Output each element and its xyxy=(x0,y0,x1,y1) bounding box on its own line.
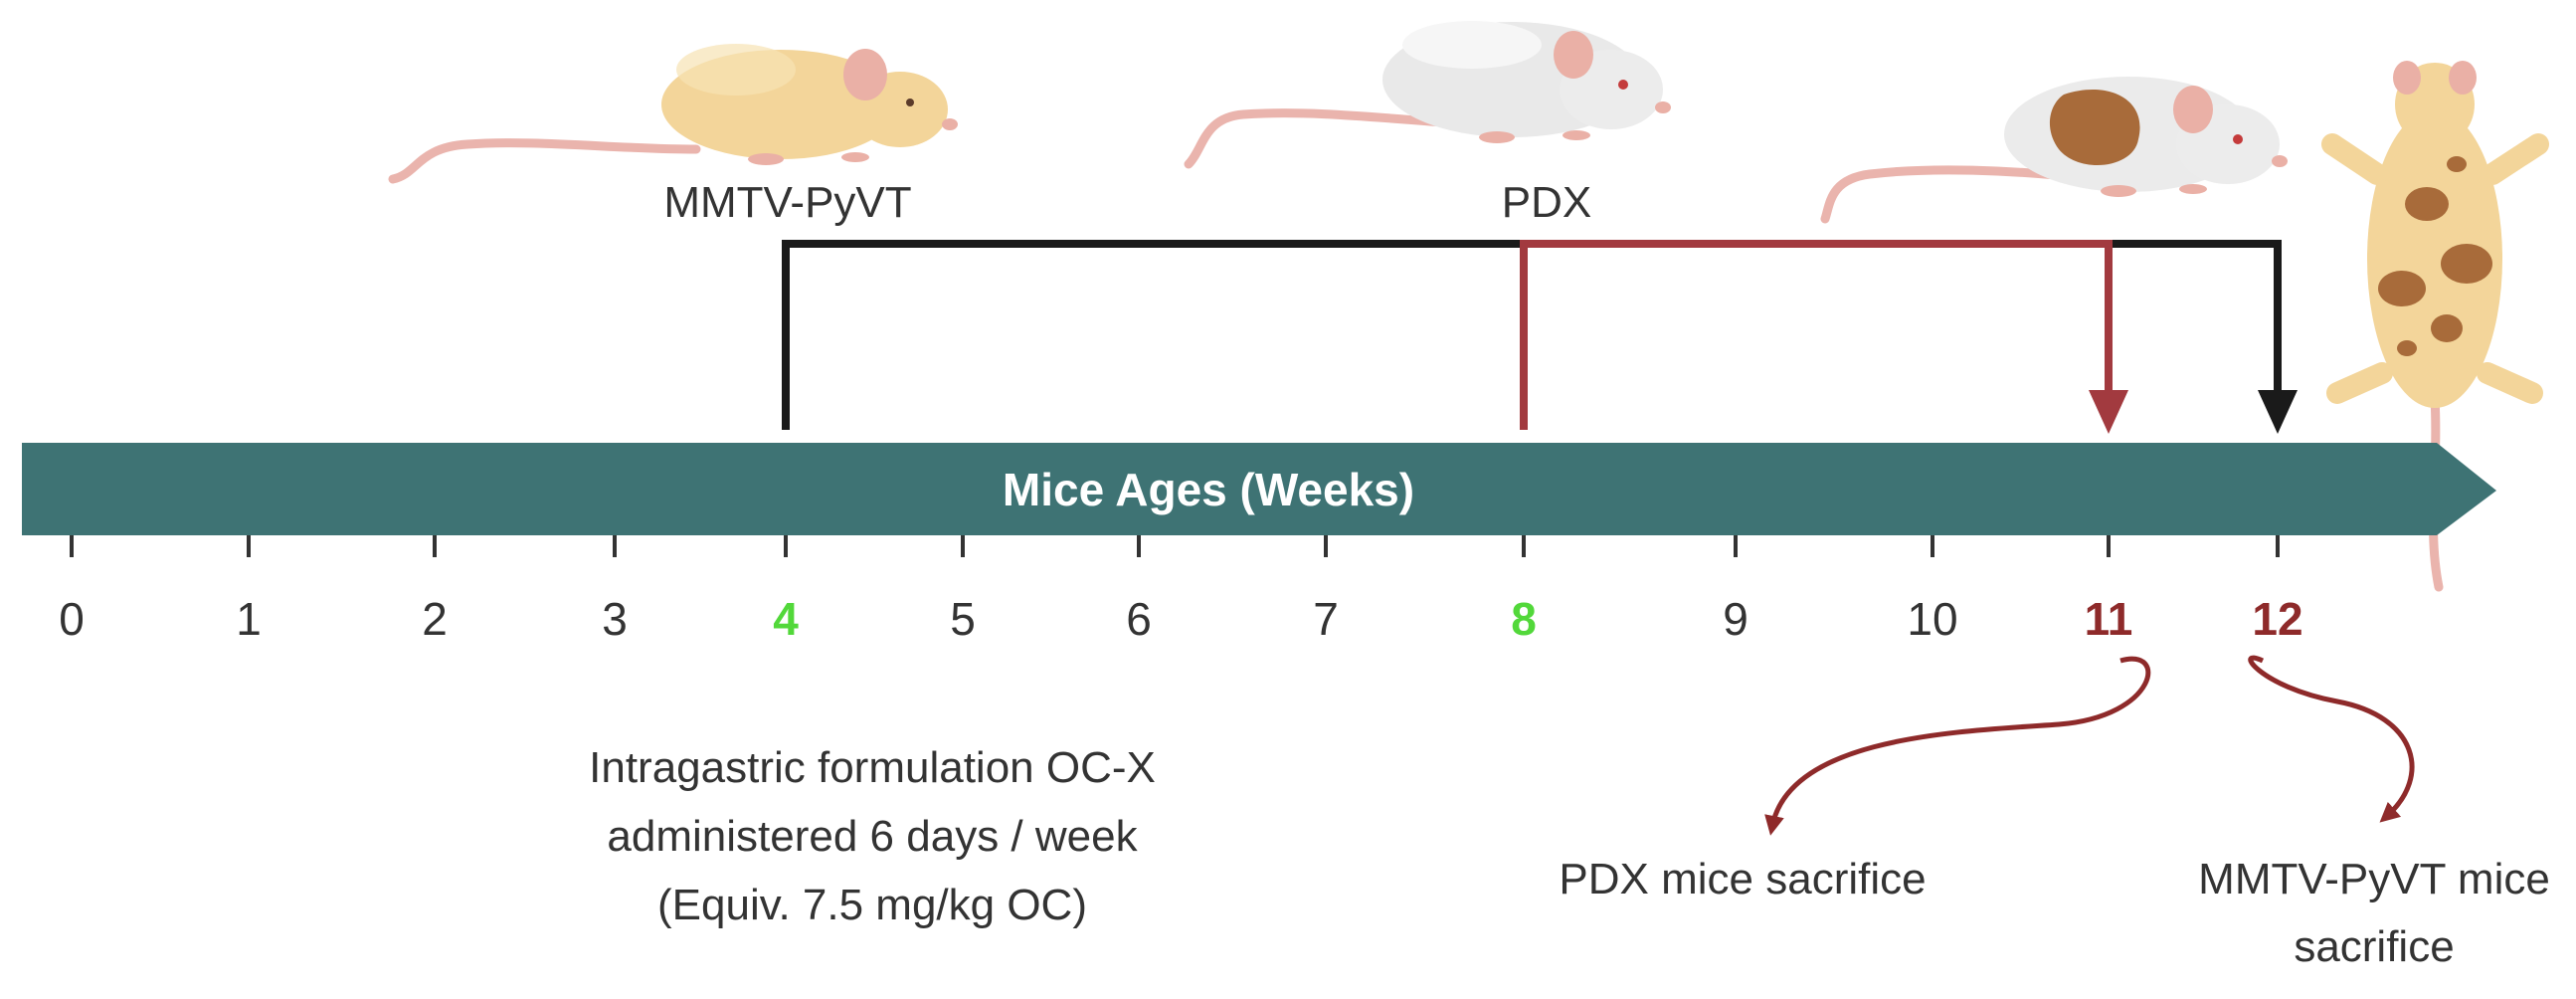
treatment-note-line3: (Equiv. 7.5 mg/kg OC) xyxy=(657,881,1087,929)
week-tick-label: 9 xyxy=(1723,593,1748,645)
week-tick-label: 3 xyxy=(602,593,628,645)
pdx-end-arrowhead xyxy=(2089,390,2128,434)
bracket-layer xyxy=(782,240,2298,434)
white-mouse-icon xyxy=(1184,21,1671,169)
mmtv-sacrifice-curve-arrow xyxy=(2248,655,2415,823)
week-tick-label: 1 xyxy=(236,593,262,645)
timeline-arrow-bar xyxy=(22,443,2496,535)
week-tick-label: 7 xyxy=(1313,593,1339,645)
mmtv-sacrifice-label-line1: MMTV-PyVT mice xyxy=(2198,855,2550,903)
pdx-bracket-line xyxy=(1520,240,2113,430)
mmtv-end-arrowhead xyxy=(2258,390,2298,434)
week-tick-label: 2 xyxy=(422,593,448,645)
pdx-sacrifice-label: PDX mice sacrifice xyxy=(1559,855,1926,903)
timeline-axis-title: Mice Ages (Weeks) xyxy=(1003,464,1414,515)
pdx-model-label: PDX xyxy=(1502,178,1591,227)
mmtv-bracket-line xyxy=(782,240,2282,430)
tumor-mouse-icon xyxy=(1820,77,2288,224)
week-tick-label: 5 xyxy=(950,593,976,645)
week-tick-label: 8 xyxy=(1511,593,1537,645)
tan-mouse-icon xyxy=(388,44,958,184)
week-tick-label: 12 xyxy=(2252,593,2302,645)
week-tick-label: 11 xyxy=(2085,593,2133,645)
pdx-sacrifice-curve-arrow xyxy=(1764,656,2151,836)
week-tick-label: 0 xyxy=(59,593,85,645)
mmtv-model-label: MMTV-PyVT xyxy=(663,178,911,227)
mmtv-sacrifice-label-line2: sacrifice xyxy=(2294,922,2454,971)
week-tick-label: 10 xyxy=(1907,593,1957,645)
week-tick-label: 4 xyxy=(773,593,799,645)
treatment-note-line2: administered 6 days / week xyxy=(607,812,1138,861)
dissected-mouse-icon xyxy=(2321,61,2549,592)
treatment-note-line1: Intragastric formulation OC-X xyxy=(589,743,1156,792)
tick-layer: 0 1 2 3 4 5 6 7 8 9 10 11 12 xyxy=(59,535,2303,645)
week-tick-label: 6 xyxy=(1126,593,1152,645)
